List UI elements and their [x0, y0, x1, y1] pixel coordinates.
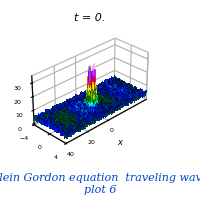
Text: Klein Gordon equation  traveling wave
plot 6: Klein Gordon equation traveling wave plo… [0, 173, 200, 195]
X-axis label: x: x [117, 138, 122, 147]
Title: t = 0.: t = 0. [74, 13, 106, 23]
